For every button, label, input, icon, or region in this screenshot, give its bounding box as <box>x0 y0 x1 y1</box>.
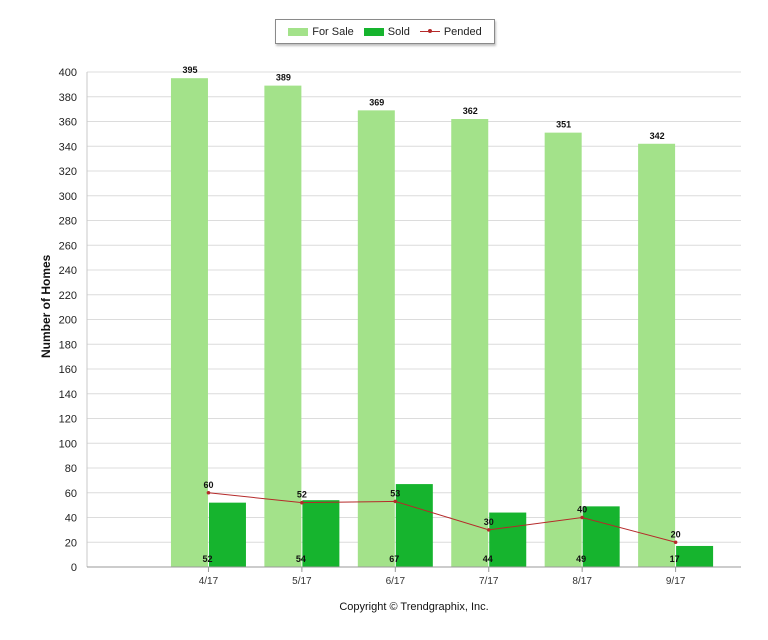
label-for-sale-5/17: 389 <box>276 73 291 83</box>
y-tick-label-320: 320 <box>59 166 77 178</box>
label-for-sale-6/17: 369 <box>369 97 384 107</box>
bar-for-sale-9/17 <box>638 143 676 567</box>
label-for-sale-9/17: 342 <box>650 131 665 141</box>
bar-for-sale-7/17 <box>451 119 489 568</box>
y-tick-label-220: 220 <box>59 290 77 302</box>
bar-sold-7/17 <box>489 512 527 567</box>
legend-item-for-sale[interactable]: For Sale <box>288 26 354 38</box>
legend-label-pended: Pended <box>443 25 482 38</box>
y-tick-label-280: 280 <box>59 216 77 228</box>
label-pended-4/17: 60 <box>203 480 213 490</box>
y-tick-label-20: 20 <box>65 537 77 549</box>
x-tick-label-7/17: 7/17 <box>479 576 499 587</box>
point-pended-9/17 <box>673 540 678 545</box>
point-pended-7/17 <box>486 528 491 532</box>
y-tick-label-380: 380 <box>59 92 77 104</box>
bar-sold-5/17 <box>302 500 340 567</box>
bar-for-sale-8/17 <box>544 132 582 567</box>
y-tick-label-360: 360 <box>59 117 77 129</box>
x-tick-label-6/17: 6/17 <box>386 576 406 587</box>
bar-sold-9/17 <box>676 545 714 567</box>
y-tick-label-340: 340 <box>59 141 77 153</box>
y-tick-label-260: 260 <box>59 240 77 252</box>
point-pended-8/17 <box>580 515 584 520</box>
x-tick-label-4/17: 4/17 <box>199 576 219 587</box>
point-pended-5/17 <box>300 500 304 505</box>
pended-series-line <box>208 492 676 543</box>
y-tick-label-300: 300 <box>59 191 77 203</box>
for-sale-swatch-icon <box>288 27 309 36</box>
label-for-sale-8/17: 351 <box>556 120 571 130</box>
legend-item-sold[interactable]: Sold <box>363 25 410 38</box>
label-sold-9/17: 17 <box>670 554 680 564</box>
bar-sold-8/17 <box>582 506 620 567</box>
label-for-sale-4/17: 395 <box>182 65 197 75</box>
sold-swatch-icon <box>363 27 384 36</box>
label-pended-5/17: 52 <box>297 490 307 500</box>
x-tick-label-8/17: 8/17 <box>572 576 592 587</box>
axes: 0 20 40 60 80 100 120 140 160 180 200 220 240 260 280 3… <box>59 67 741 587</box>
label-for-sale-7/17: 362 <box>463 106 478 116</box>
bar-for-sale-5/17 <box>264 85 302 568</box>
bar-for-sale-6/17 <box>357 110 395 568</box>
bar-sold-6/17 <box>395 484 433 567</box>
y-tick-label-200: 200 <box>59 315 77 327</box>
legend-item-pended[interactable]: Pended <box>419 25 482 38</box>
y-tick-label-400: 400 <box>59 67 77 79</box>
y-tick-label-80: 80 <box>65 463 77 475</box>
copyright-text: Copyright © Trendgraphix, Inc. <box>339 601 489 613</box>
label-pended-9/17: 20 <box>671 529 681 539</box>
y-tick-label-140: 140 <box>59 389 77 401</box>
y-tick-label-240: 240 <box>59 265 77 277</box>
label-sold-6/17: 67 <box>389 554 399 564</box>
bars <box>170 78 714 568</box>
y-tick-label-160: 160 <box>59 364 77 376</box>
label-sold-8/17: 49 <box>576 554 586 564</box>
y-tick-label-60: 60 <box>65 488 77 500</box>
x-tick-label-9/17: 9/17 <box>666 576 686 587</box>
y-tick-label-120: 120 <box>59 414 77 426</box>
label-pended-6/17: 53 <box>390 488 400 498</box>
x-tick-label-5/17: 5/17 <box>292 576 312 587</box>
label-pended-7/17: 30 <box>484 517 494 527</box>
pended-line <box>206 490 678 545</box>
y-tick-label-40: 40 <box>65 513 77 525</box>
bar-for-sale-4/17 <box>170 78 208 567</box>
data-labels: 395 52 389 54 369 67 362 44 351 49 342 17 60 52 53 30 40… <box>182 65 680 564</box>
label-pended-8/17: 40 <box>577 505 587 515</box>
y-axis-label: Number of Homes <box>39 254 53 358</box>
legend: For Sale Sold Pended <box>275 19 495 44</box>
y-tick-label-100: 100 <box>59 438 77 450</box>
pended-line-swatch-icon <box>419 28 440 36</box>
label-sold-7/17: 44 <box>483 554 493 564</box>
point-pended-6/17 <box>393 499 398 504</box>
label-sold-4/17: 52 <box>202 554 212 564</box>
bar-sold-4/17 <box>208 502 246 567</box>
legend-label-sold: Sold <box>387 25 410 38</box>
point-pended-4/17 <box>206 490 211 495</box>
y-tick-label-180: 180 <box>59 339 77 351</box>
y-tick-label-0: 0 <box>71 562 77 574</box>
legend-label-for-sale: For Sale <box>312 25 354 38</box>
label-sold-5/17: 54 <box>296 554 306 564</box>
